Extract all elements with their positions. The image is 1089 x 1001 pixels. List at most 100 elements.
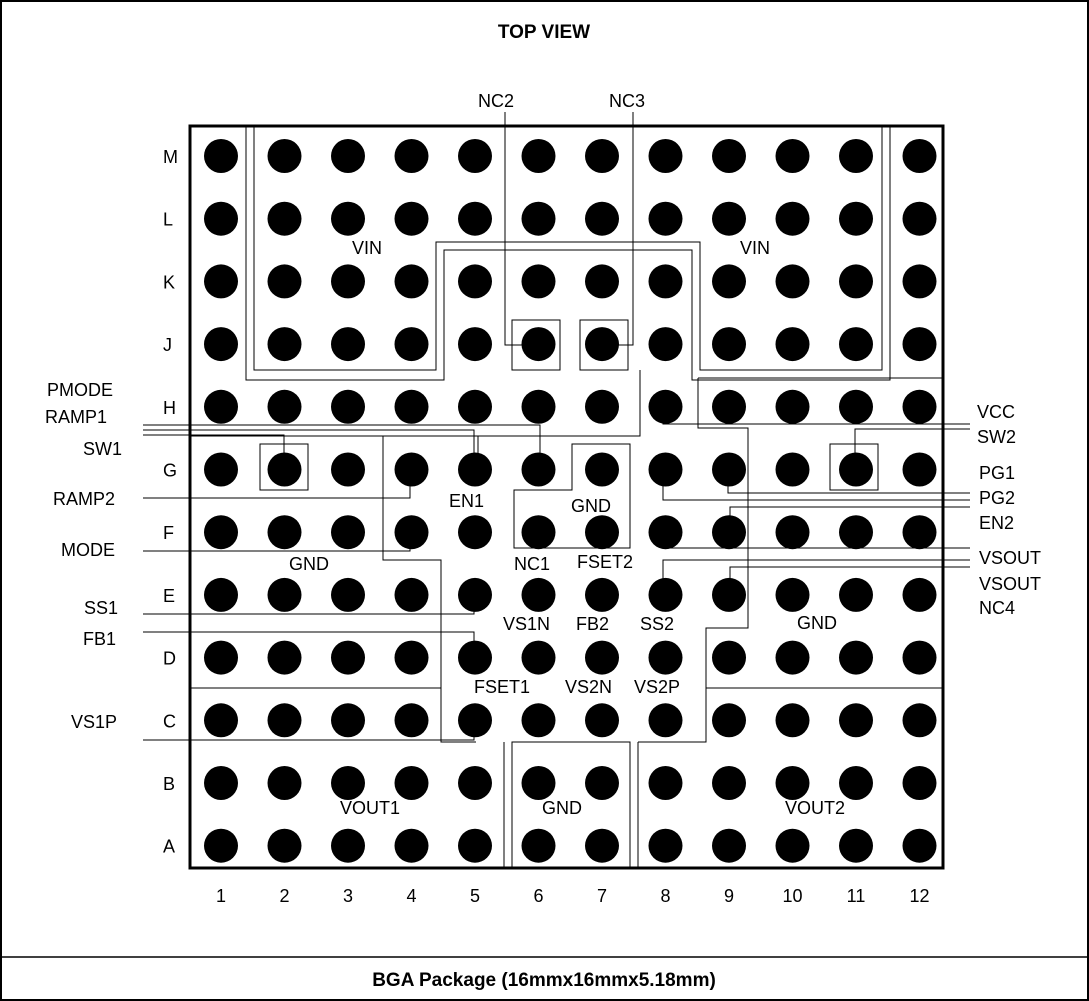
ball-A5 xyxy=(458,828,492,863)
ball-J9 xyxy=(712,327,746,362)
ball-C9 xyxy=(712,703,746,738)
ball-C8 xyxy=(648,703,683,738)
package-footer: BGA Package (16mmx16mmx5.18mm) xyxy=(372,970,716,991)
vin-right-label: VIN xyxy=(740,238,770,258)
row-label: D xyxy=(163,649,176,669)
ball-C3 xyxy=(331,703,365,738)
ball-H6 xyxy=(521,389,556,424)
ball-K11 xyxy=(839,264,873,299)
nc3-label: NC3 xyxy=(609,91,645,111)
ball-H9 xyxy=(712,389,746,424)
ball-B5 xyxy=(458,766,492,800)
ball-L6 xyxy=(521,201,556,236)
ball-K2 xyxy=(267,264,302,299)
ball-B6 xyxy=(521,766,556,800)
ball-E4 xyxy=(394,577,429,612)
ball-F8 xyxy=(648,515,683,550)
ball-H4 xyxy=(394,389,429,424)
vs2p-label: VS2P xyxy=(634,677,680,697)
ball-C7 xyxy=(585,703,619,738)
column-label: 7 xyxy=(597,886,607,906)
ball-K5 xyxy=(458,264,492,299)
ss2-label: SS2 xyxy=(640,614,674,634)
ball-C10 xyxy=(775,703,810,738)
column-label: 10 xyxy=(782,886,802,906)
row-label: J xyxy=(163,335,172,355)
ball-H1 xyxy=(204,389,238,424)
en2-label: EN2 xyxy=(979,513,1014,533)
ball-L12 xyxy=(902,201,937,236)
pmode-label: PMODE xyxy=(47,380,113,400)
vsout1-label: VSOUT xyxy=(979,548,1041,568)
nc1-label: NC1 xyxy=(514,554,550,574)
ball-H3 xyxy=(331,389,365,424)
row-label: H xyxy=(163,398,176,418)
ball-F2 xyxy=(267,515,302,550)
column-label: 2 xyxy=(279,886,289,906)
ball-K9 xyxy=(712,264,746,299)
ball-D7 xyxy=(585,640,619,675)
ball-E8 xyxy=(648,577,683,612)
ball-K4 xyxy=(394,264,429,299)
ball-J7 xyxy=(585,327,619,362)
ball-M12 xyxy=(902,139,937,173)
ball-M7 xyxy=(585,139,619,173)
fset2-label: FSET2 xyxy=(577,552,633,572)
gnd-center-label: GND xyxy=(571,496,611,516)
ball-H11 xyxy=(839,389,873,424)
column-label: 6 xyxy=(533,886,543,906)
ramp2-label: RAMP2 xyxy=(53,489,115,509)
vsout2-label: VSOUT xyxy=(979,574,1041,594)
ball-J1 xyxy=(204,327,238,362)
row-label: M xyxy=(163,147,178,167)
column-label: 12 xyxy=(909,886,929,906)
ball-H7 xyxy=(585,389,619,424)
ball-D2 xyxy=(267,640,302,675)
ball-F3 xyxy=(331,515,365,550)
ball-A3 xyxy=(331,828,365,863)
sw2-label: SW2 xyxy=(977,427,1016,447)
ball-H10 xyxy=(775,389,810,424)
nc2-box xyxy=(511,319,561,371)
center-gnd-box xyxy=(513,443,631,549)
ball-L8 xyxy=(648,201,683,236)
ball-M5 xyxy=(458,139,492,173)
vcc-label: VCC xyxy=(977,402,1015,422)
ball-A10 xyxy=(775,828,810,863)
ball-A12 xyxy=(902,828,937,863)
ball-E5 xyxy=(458,577,492,612)
ball-F11 xyxy=(839,515,873,550)
ball-A9 xyxy=(712,828,746,863)
column-label: 4 xyxy=(406,886,416,906)
ball-E6 xyxy=(521,577,556,612)
ball-A4 xyxy=(394,828,429,863)
sw1-label: SW1 xyxy=(83,439,122,459)
ball-E10 xyxy=(775,577,810,612)
pmode-leader xyxy=(143,424,541,464)
ball-L10 xyxy=(775,201,810,236)
ball-B10 xyxy=(775,766,810,800)
diagram-title: TOP VIEW xyxy=(498,22,590,43)
ball-G2 xyxy=(267,452,302,487)
ball-H8 xyxy=(648,389,683,424)
ball-L3 xyxy=(331,201,365,236)
ball-B2 xyxy=(267,766,302,800)
ball-E12 xyxy=(902,577,937,612)
ball-K3 xyxy=(331,264,365,299)
gnd-left-label: GND xyxy=(289,554,329,574)
pg1-label: PG1 xyxy=(979,463,1015,483)
ball-M11 xyxy=(839,139,873,173)
ball-A1 xyxy=(204,828,238,863)
ball-H12 xyxy=(902,389,937,424)
vs1p-label: VS1P xyxy=(71,712,117,732)
ball-G10 xyxy=(775,452,810,487)
ball-C4 xyxy=(394,703,429,738)
region-outlines xyxy=(190,126,943,868)
ball-E1 xyxy=(204,577,238,612)
ball-K10 xyxy=(775,264,810,299)
row-label: F xyxy=(163,523,174,543)
ball-E11 xyxy=(839,577,873,612)
ball-M8 xyxy=(648,139,683,173)
ball-D10 xyxy=(775,640,810,675)
